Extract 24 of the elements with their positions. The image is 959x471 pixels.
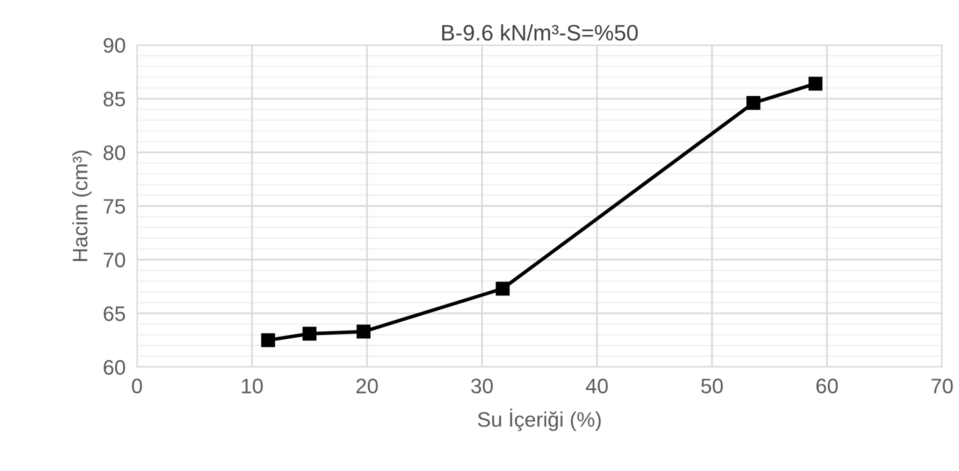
x-tick-label: 0 bbox=[132, 378, 142, 394]
x-tick-label: 70 bbox=[931, 378, 953, 394]
y-tick-label: 65 bbox=[104, 306, 126, 322]
point bbox=[496, 282, 510, 296]
y-tick-label: 90 bbox=[104, 38, 126, 53]
point bbox=[302, 326, 316, 341]
y-tick-label: 70 bbox=[104, 252, 126, 268]
point bbox=[808, 76, 822, 91]
y-axis-title: Hacim (cm³) bbox=[72, 150, 92, 261]
y-tick-label: 85 bbox=[104, 92, 126, 106]
point bbox=[746, 96, 760, 110]
x-tick-label: 60 bbox=[816, 378, 838, 394]
y-tick-label: 75 bbox=[104, 199, 126, 214]
y-tick-label: 80 bbox=[104, 145, 126, 160]
y-tick-label: 60 bbox=[104, 360, 126, 375]
point bbox=[261, 333, 276, 348]
x-tick-label: 20 bbox=[356, 378, 378, 394]
x-tick-label: 40 bbox=[586, 378, 608, 394]
x-axis-title: Su İçeriği (%) bbox=[478, 408, 601, 432]
chart-title: B-9.6 kN/m³-S=%50 bbox=[442, 24, 638, 41]
point bbox=[356, 324, 370, 339]
x-tick-label: 10 bbox=[242, 378, 263, 394]
x-tick-label: 50 bbox=[701, 378, 723, 394]
x-tick-label: 30 bbox=[471, 378, 493, 394]
